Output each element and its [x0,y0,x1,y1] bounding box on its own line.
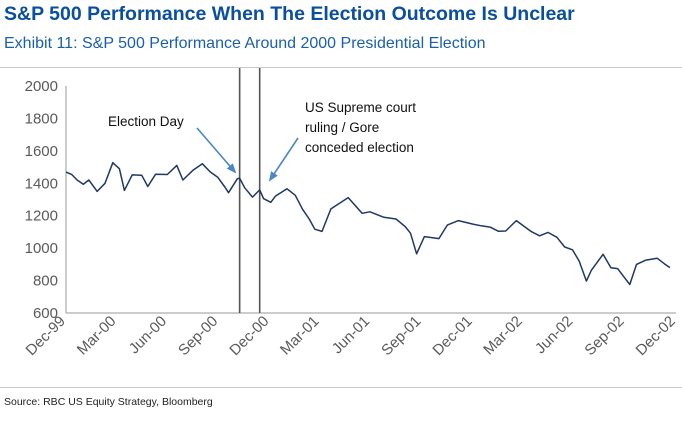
y-tick-label: 600 [33,305,58,322]
x-tick-label: Jun-01 [329,313,373,357]
x-tick-label: Sep-00 [175,313,221,359]
header-divider [0,67,682,68]
event-markers-group [238,68,261,313]
x-tick-label: Jun-00 [126,313,170,357]
x-tick-label: Sep-02 [581,313,627,359]
ruling-label-line: conceded election [305,140,414,155]
footer-divider [0,387,682,388]
x-tick-label: Dec-01 [429,313,475,359]
series-group [65,161,671,286]
y-tick-label: 2000 [25,78,58,95]
y-tick-label: 1200 [25,208,58,225]
ruling-label-line: US Supreme court [305,100,416,115]
y-tick-label: 1000 [25,240,58,257]
annotations-group: Election Day US Supreme court ruling / Gor… [108,100,416,182]
election-day-label: Election Day [108,114,184,129]
source-note: Source: RBC US Equity Strategy, Bloomber… [4,396,213,408]
y-tick-label: 1800 [25,110,58,127]
x-tick-label: Jun-02 [532,313,576,357]
chart-title: S&P 500 Performance When The Election Ou… [4,3,575,25]
ruling-label: US Supreme court ruling / Gore conceded el… [305,100,416,155]
chart-subtitle: Exhibit 11: S&P 500 Performance Around 2… [4,35,486,52]
ruling-label-line: ruling / Gore [305,120,379,135]
x-tick-label: Mar-01 [277,313,323,359]
x-tick-label: Dec-02 [633,313,679,359]
election-day-arrow [196,127,237,174]
sp500-series-line [65,161,671,286]
y-tick-label: 1600 [25,143,58,160]
x-tick-label: Mar-02 [480,313,526,359]
y-tick-label: 800 [33,273,58,290]
x-tick-label: Mar-00 [74,313,120,359]
x-tick-label: Dec-00 [226,313,272,359]
y-tick-label: 1400 [25,175,58,192]
ruling-arrow [268,137,299,182]
x-tick-label: Sep-01 [378,313,424,359]
axes-group [65,86,676,314]
